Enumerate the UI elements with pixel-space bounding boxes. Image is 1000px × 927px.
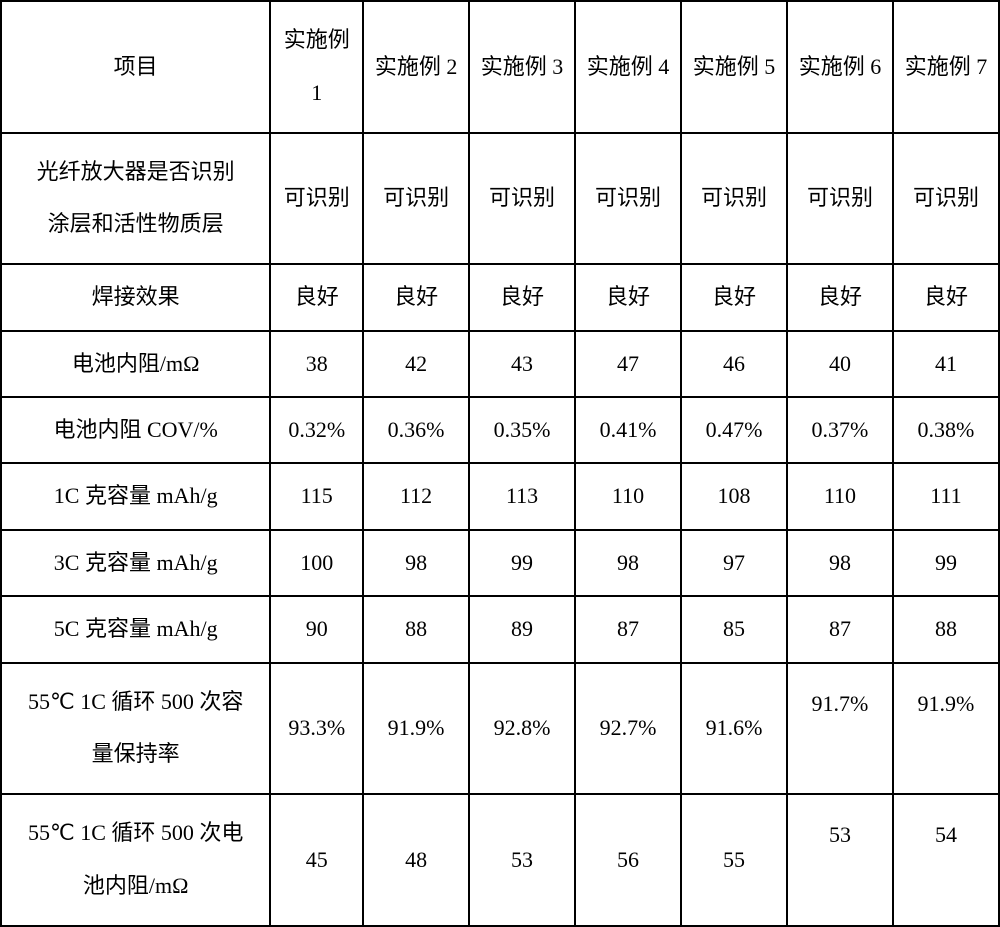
cell: 良好 <box>363 264 469 330</box>
cell: 92.8% <box>469 663 575 795</box>
cell: 可识别 <box>893 133 999 265</box>
cell: 98 <box>575 530 681 596</box>
cell: 可识别 <box>363 133 469 265</box>
cell: 99 <box>893 530 999 596</box>
row-label-4: 电池内阻 COV/% <box>1 397 270 463</box>
row-label-8: 55℃ 1C 循环 500 次容 量保持率 <box>1 663 270 795</box>
cell: 98 <box>787 530 893 596</box>
cell: 56 <box>575 794 681 926</box>
cell: 87 <box>575 596 681 662</box>
cell: 91.7% <box>787 663 893 795</box>
cell: 40 <box>787 331 893 397</box>
col-header-5: 实施例 5 <box>681 1 787 133</box>
cell: 99 <box>469 530 575 596</box>
row-label-7: 5C 克容量 mAh/g <box>1 596 270 662</box>
cell: 98 <box>363 530 469 596</box>
table-row: 电池内阻 COV/% 0.32% 0.36% 0.35% 0.41% 0.47%… <box>1 397 999 463</box>
cell: 92.7% <box>575 663 681 795</box>
col-header-4: 实施例 4 <box>575 1 681 133</box>
cell: 45 <box>270 794 363 926</box>
header-label: 项目 <box>1 1 270 133</box>
table-header-row: 项目 实施例 1 实施例 2 实施例 3 实施例 4 实施例 5 实施例 6 实… <box>1 1 999 133</box>
table-row: 焊接效果 良好 良好 良好 良好 良好 良好 良好 <box>1 264 999 330</box>
cell: 0.36% <box>363 397 469 463</box>
table-row: 55℃ 1C 循环 500 次电 池内阻/mΩ 45 48 53 56 55 5… <box>1 794 999 926</box>
cell: 41 <box>893 331 999 397</box>
cell: 38 <box>270 331 363 397</box>
table-row: 光纤放大器是否识别 涂层和活性物质层 可识别 可识别 可识别 可识别 可识别 可… <box>1 133 999 265</box>
cell: 46 <box>681 331 787 397</box>
cell: 可识别 <box>469 133 575 265</box>
cell: 可识别 <box>270 133 363 265</box>
cell: 良好 <box>893 264 999 330</box>
cell: 88 <box>363 596 469 662</box>
cell: 可识别 <box>787 133 893 265</box>
cell: 108 <box>681 463 787 529</box>
table-row: 1C 克容量 mAh/g 115 112 113 110 108 110 111 <box>1 463 999 529</box>
cell: 43 <box>469 331 575 397</box>
col-header-6: 实施例 6 <box>787 1 893 133</box>
cell: 42 <box>363 331 469 397</box>
data-table: 项目 实施例 1 实施例 2 实施例 3 实施例 4 实施例 5 实施例 6 实… <box>0 0 1000 927</box>
cell: 可识别 <box>681 133 787 265</box>
cell: 110 <box>575 463 681 529</box>
cell: 100 <box>270 530 363 596</box>
cell: 110 <box>787 463 893 529</box>
row-label-6: 3C 克容量 mAh/g <box>1 530 270 596</box>
table-row: 5C 克容量 mAh/g 90 88 89 87 85 87 88 <box>1 596 999 662</box>
row-label-5: 1C 克容量 mAh/g <box>1 463 270 529</box>
cell: 53 <box>469 794 575 926</box>
cell: 0.41% <box>575 397 681 463</box>
cell: 93.3% <box>270 663 363 795</box>
col-header-7: 实施例 7 <box>893 1 999 133</box>
cell: 91.9% <box>363 663 469 795</box>
cell: 0.32% <box>270 397 363 463</box>
cell: 91.6% <box>681 663 787 795</box>
cell: 88 <box>893 596 999 662</box>
cell: 47 <box>575 331 681 397</box>
col-header-1: 实施例 1 <box>270 1 363 133</box>
cell: 48 <box>363 794 469 926</box>
cell: 良好 <box>469 264 575 330</box>
cell: 54 <box>893 794 999 926</box>
col-header-3: 实施例 3 <box>469 1 575 133</box>
cell: 115 <box>270 463 363 529</box>
row-label-1: 光纤放大器是否识别 涂层和活性物质层 <box>1 133 270 265</box>
cell: 0.37% <box>787 397 893 463</box>
cell: 111 <box>893 463 999 529</box>
cell: 87 <box>787 596 893 662</box>
cell: 89 <box>469 596 575 662</box>
cell: 85 <box>681 596 787 662</box>
cell: 良好 <box>681 264 787 330</box>
cell: 55 <box>681 794 787 926</box>
table-row: 电池内阻/mΩ 38 42 43 47 46 40 41 <box>1 331 999 397</box>
cell: 0.38% <box>893 397 999 463</box>
cell: 良好 <box>575 264 681 330</box>
cell: 97 <box>681 530 787 596</box>
cell: 112 <box>363 463 469 529</box>
row-label-9: 55℃ 1C 循环 500 次电 池内阻/mΩ <box>1 794 270 926</box>
table-row: 3C 克容量 mAh/g 100 98 99 98 97 98 99 <box>1 530 999 596</box>
cell: 0.35% <box>469 397 575 463</box>
cell: 91.9% <box>893 663 999 795</box>
cell: 90 <box>270 596 363 662</box>
row-label-3: 电池内阻/mΩ <box>1 331 270 397</box>
cell: 113 <box>469 463 575 529</box>
cell: 0.47% <box>681 397 787 463</box>
table-row: 55℃ 1C 循环 500 次容 量保持率 93.3% 91.9% 92.8% … <box>1 663 999 795</box>
cell: 53 <box>787 794 893 926</box>
cell: 可识别 <box>575 133 681 265</box>
cell: 良好 <box>787 264 893 330</box>
row-label-2: 焊接效果 <box>1 264 270 330</box>
col-header-2: 实施例 2 <box>363 1 469 133</box>
cell: 良好 <box>270 264 363 330</box>
